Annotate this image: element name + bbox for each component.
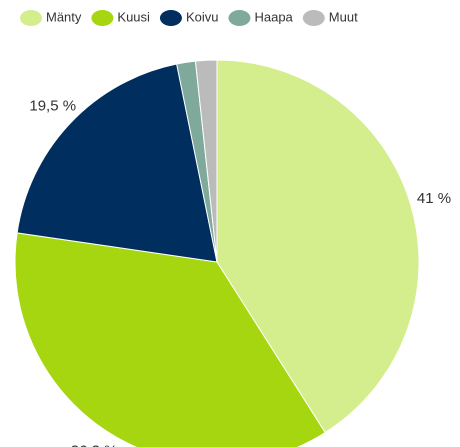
data-label: 19,5 %	[29, 98, 76, 115]
legend-marker	[91, 10, 114, 26]
pie-slice	[14, 232, 326, 447]
legend-label: Haapa	[254, 9, 293, 24]
data-label: 41 %	[417, 190, 451, 207]
legend-marker	[228, 10, 251, 26]
pie-slice	[216, 59, 420, 434]
legend-label: Muut	[329, 9, 358, 24]
data-label: 36,3 %	[71, 443, 118, 447]
legend-marker	[159, 10, 182, 26]
legend-label: Koivu	[186, 9, 219, 24]
legend-label: Mänty	[46, 9, 82, 24]
pie-slice	[194, 59, 218, 263]
legend-marker	[302, 10, 325, 26]
legend-label: Kuusi	[117, 9, 150, 24]
pie-slice	[16, 63, 218, 263]
legend-marker	[20, 10, 42, 26]
